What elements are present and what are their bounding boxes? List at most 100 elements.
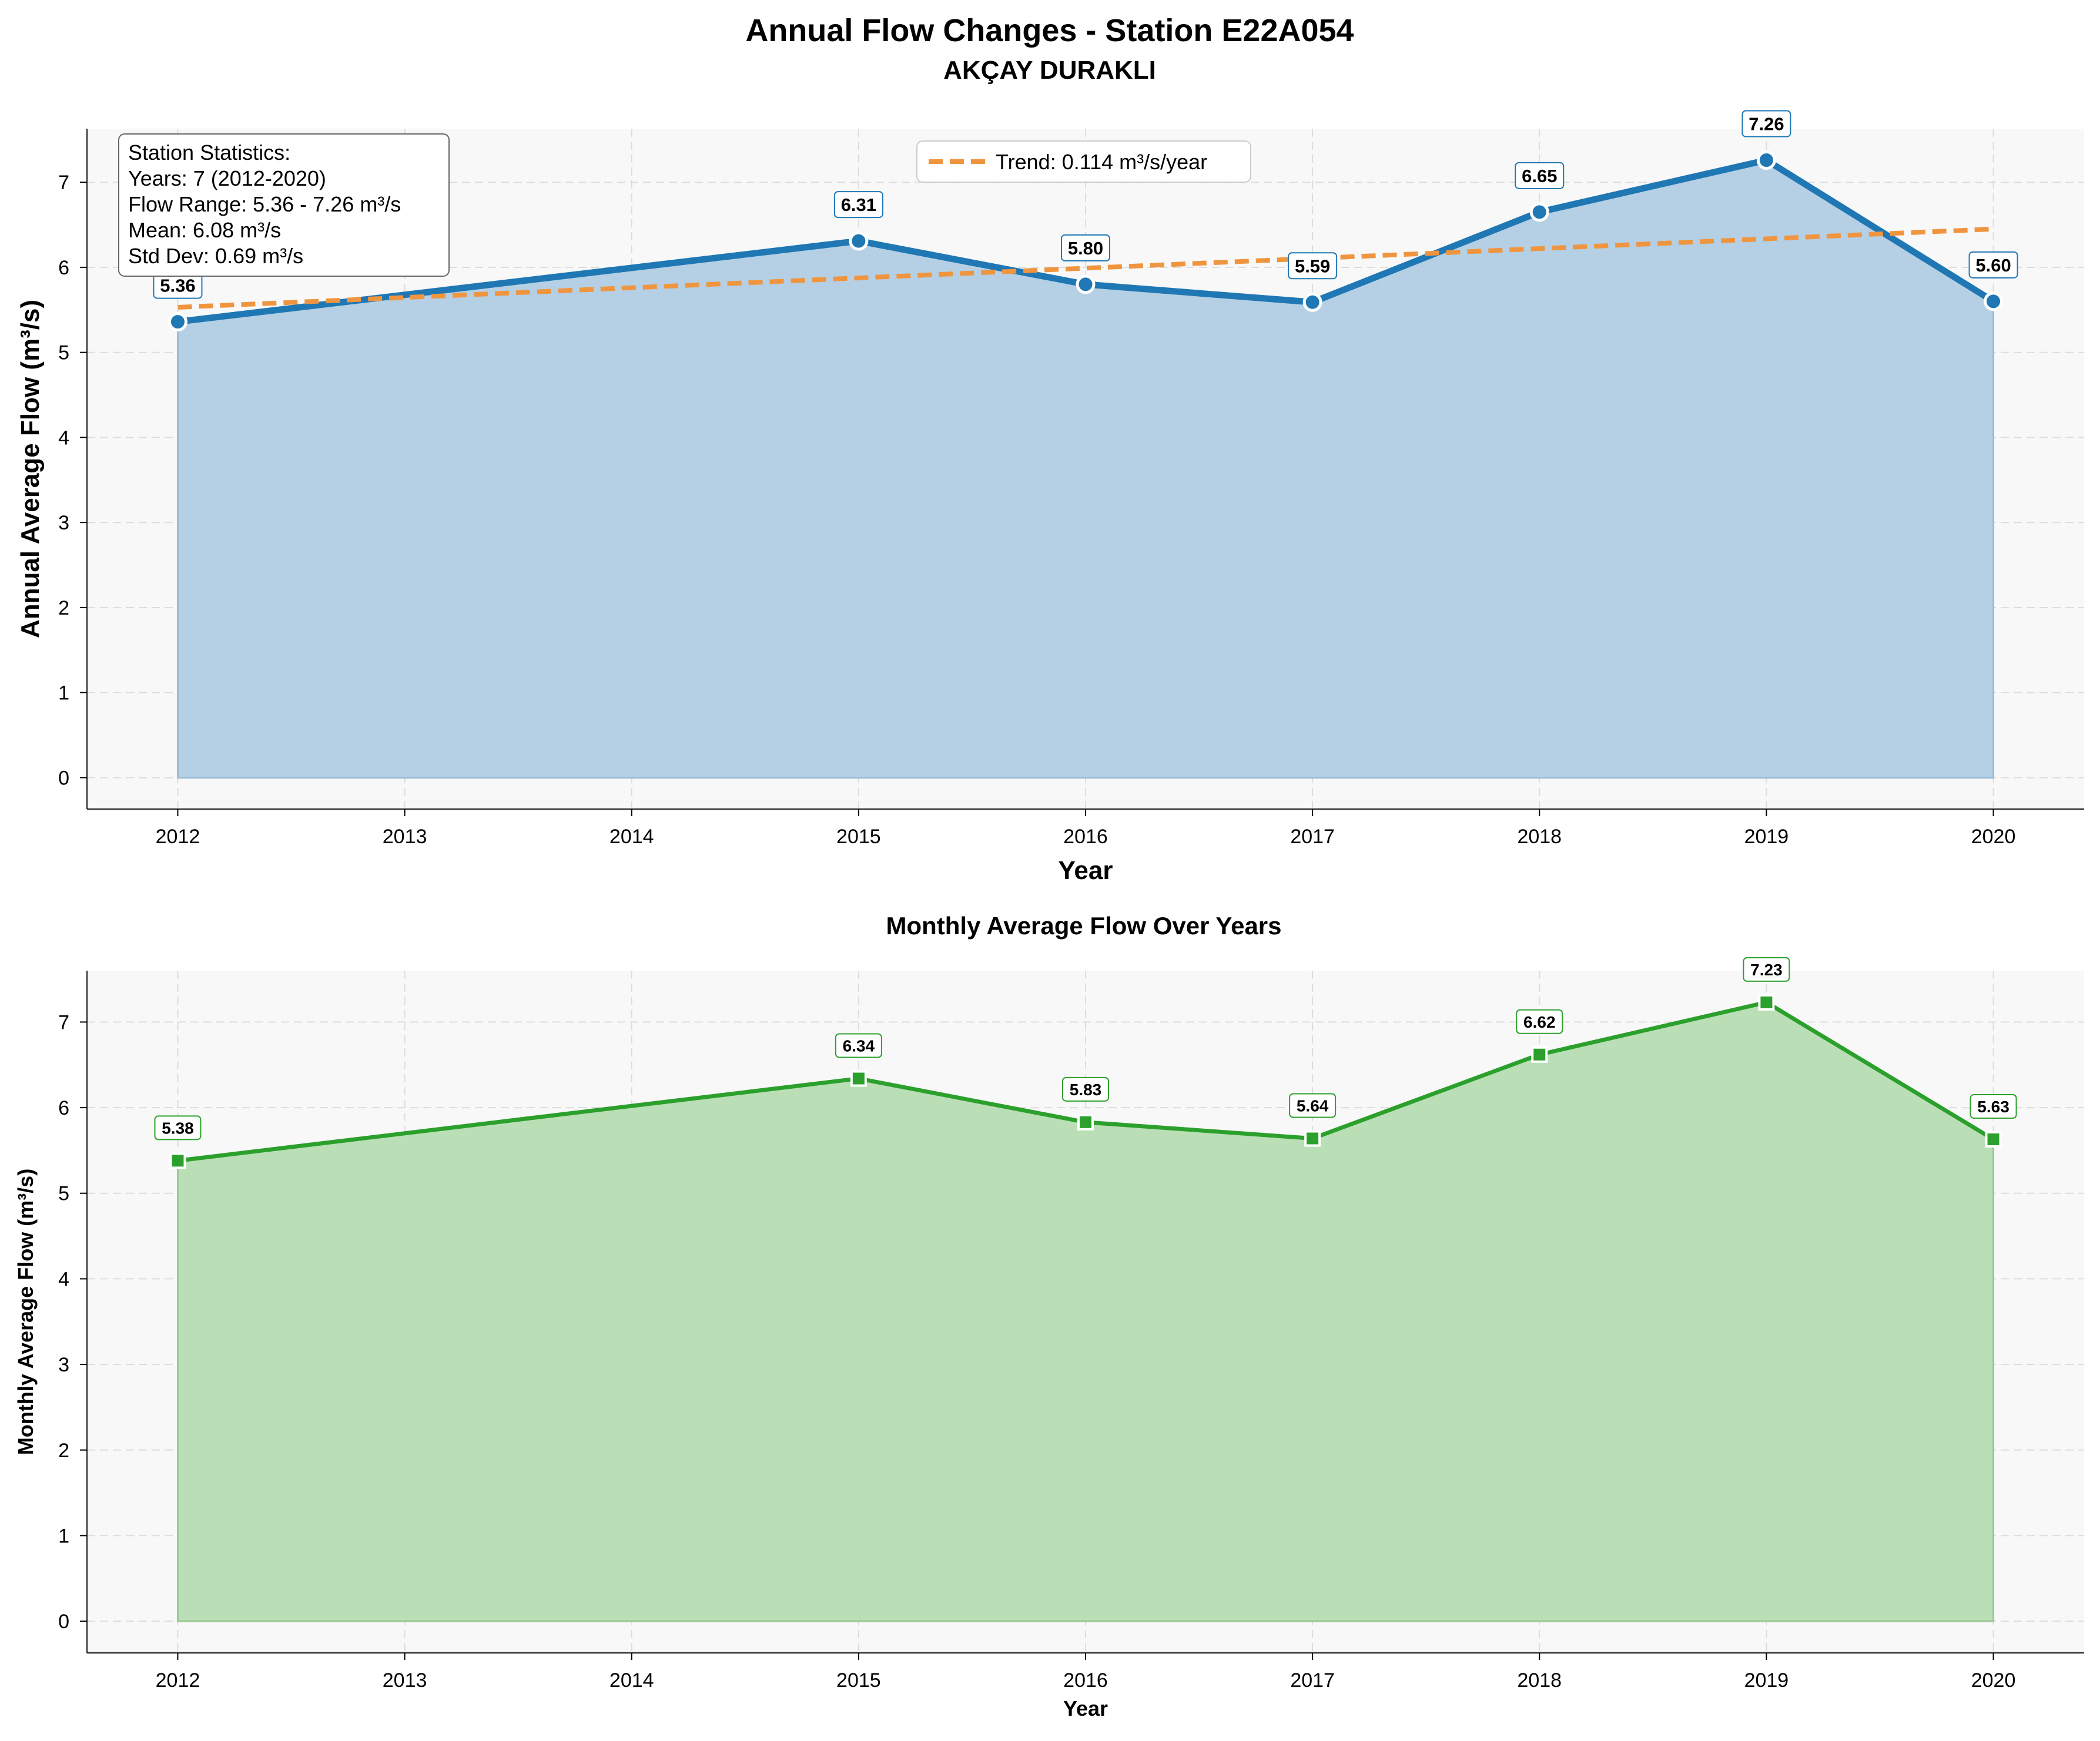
x-tick-label: 2016 xyxy=(1063,1669,1108,1692)
annual-y-axis-label: Annual Average Flow (m³/s) xyxy=(16,300,45,638)
data-label-box xyxy=(833,191,883,219)
data-label-box xyxy=(1061,234,1110,261)
y-tick-label: 5 xyxy=(58,1183,69,1205)
data-label-box xyxy=(154,1115,202,1140)
annual-x-ticks: 2012 2013 2014 2015 2016 2017 2018 2019 2020 xyxy=(156,809,2016,848)
y-tick-label: 7 xyxy=(58,172,69,194)
data-label-box xyxy=(1970,1093,2017,1119)
data-label: 7.23 xyxy=(1750,961,1783,979)
x-tick-label: 2012 xyxy=(156,826,200,848)
monthly-y-ticks: 0 1 2 3 4 5 6 7 xyxy=(58,1011,87,1633)
statistics-heading: Station Statistics: xyxy=(128,140,290,165)
data-label: 5.59 xyxy=(1295,256,1330,276)
monthly-points xyxy=(169,994,2002,1169)
x-tick-label: 2020 xyxy=(1971,826,2016,848)
legend: Trend: 0.114 m³/s/year xyxy=(916,140,1251,183)
y-tick-label: 2 xyxy=(58,1440,69,1462)
figure-title: Annual Flow Changes - Station E22A054 xyxy=(745,13,1354,48)
data-point xyxy=(168,312,187,332)
x-tick-label: 2017 xyxy=(1290,826,1335,848)
data-point xyxy=(1984,291,2004,311)
annual-points xyxy=(168,150,2004,332)
monthly-flow-chart: Monthly Average Flow Over Years 5.38 6.34… xyxy=(14,912,2084,1720)
statistics-box-frame xyxy=(118,133,450,277)
data-label: 7.26 xyxy=(1749,114,1784,135)
x-tick-label: 2016 xyxy=(1063,826,1108,848)
y-tick-label: 0 xyxy=(58,1611,69,1633)
data-point xyxy=(1529,202,1549,222)
data-point xyxy=(1077,1113,1094,1131)
monthly-data-labels: 5.38 6.34 5.83 5.64 6.62 7.23 5.63 xyxy=(154,957,2017,1140)
x-tick-label: 2018 xyxy=(1517,1669,1562,1692)
data-point xyxy=(1758,994,1775,1011)
data-label: 5.64 xyxy=(1297,1097,1329,1115)
x-tick-label: 2018 xyxy=(1517,826,1562,848)
annual-data-labels: 5.36 6.31 5.80 5.59 6.65 7.26 5.60 xyxy=(153,110,2018,299)
data-label-box xyxy=(1741,110,1791,137)
data-label-box xyxy=(1289,1093,1337,1118)
statistics-years: Years: 7 (2012-2020) xyxy=(128,166,326,190)
y-tick-label: 7 xyxy=(58,1011,69,1034)
data-point xyxy=(1985,1131,2002,1148)
data-label: 6.62 xyxy=(1523,1013,1556,1031)
y-tick-label: 3 xyxy=(58,1354,69,1376)
x-tick-label: 2015 xyxy=(836,1669,881,1692)
data-label-box xyxy=(1062,1076,1109,1102)
data-label: 5.38 xyxy=(162,1119,194,1137)
monthly-y-axis-label: Monthly Average Flow (m³/s) xyxy=(14,1169,38,1455)
statistics-flow-range: Flow Range: 5.36 - 7.26 m³/s xyxy=(128,192,401,216)
annual-flow-chart: 5.366.315.805.596.657.265.60 2012 2013 201… xyxy=(16,110,2084,885)
y-tick-label: 6 xyxy=(58,1097,69,1119)
annual-x-axis-label: Year xyxy=(1059,856,1113,885)
data-label: 6.34 xyxy=(843,1037,875,1055)
data-label-box xyxy=(1515,162,1565,189)
y-tick-label: 5 xyxy=(58,342,69,364)
x-tick-label: 2014 xyxy=(609,826,654,848)
data-point xyxy=(1076,274,1096,294)
data-point xyxy=(1302,292,1322,312)
data-label: 5.63 xyxy=(1977,1098,2009,1116)
legend-trend-label: Trend: 0.114 m³/s/year xyxy=(996,150,1207,174)
statistics-mean: Mean: 6.08 m³/s xyxy=(128,218,281,242)
y-tick-label: 1 xyxy=(58,682,69,705)
x-tick-label: 2013 xyxy=(383,826,427,848)
data-label: 6.31 xyxy=(841,194,876,215)
data-label-box xyxy=(1516,1009,1563,1034)
y-tick-label: 2 xyxy=(58,597,69,619)
data-label: 5.80 xyxy=(1068,238,1103,259)
station-statistics-box: Station Statistics: Years: 7 (2012-2020)… xyxy=(118,133,450,277)
x-tick-label: 2019 xyxy=(1744,826,1789,848)
data-point xyxy=(1756,150,1776,170)
y-tick-label: 0 xyxy=(58,767,69,789)
x-tick-label: 2019 xyxy=(1744,1669,1789,1692)
x-tick-label: 2012 xyxy=(156,1669,200,1692)
x-tick-label: 2013 xyxy=(383,1669,427,1692)
trend-line xyxy=(177,226,1994,310)
data-label: 5.60 xyxy=(1975,255,2011,276)
y-tick-label: 6 xyxy=(58,257,69,279)
data-label-box xyxy=(835,1033,882,1058)
data-point xyxy=(849,231,869,251)
data-point xyxy=(169,1152,186,1169)
statistics-std-dev: Std Dev: 0.69 m³/s xyxy=(128,244,303,268)
monthly-chart-title: Monthly Average Flow Over Years xyxy=(886,912,1281,940)
x-tick-label: 2017 xyxy=(1290,1669,1335,1692)
y-tick-label: 4 xyxy=(58,1268,69,1290)
y-tick-label: 4 xyxy=(58,427,69,449)
data-label: 5.83 xyxy=(1070,1081,1102,1099)
x-tick-label: 2015 xyxy=(836,826,881,848)
y-tick-label: 1 xyxy=(58,1525,69,1547)
data-point xyxy=(850,1070,867,1087)
data-label: 6.65 xyxy=(1522,166,1557,186)
data-label: 5.36 xyxy=(160,276,195,296)
annual-y-ticks: 0 1 2 3 4 5 6 7 xyxy=(58,172,87,789)
x-tick-label: 2014 xyxy=(609,1669,654,1692)
data-point xyxy=(1304,1130,1321,1147)
data-label-box xyxy=(1968,251,2018,279)
data-label-box xyxy=(1288,252,1338,280)
legend-frame xyxy=(916,140,1251,183)
x-tick-label: 2020 xyxy=(1971,1669,2016,1692)
data-point xyxy=(1531,1046,1548,1063)
figure-subtitle: AKÇAY DURAKLI xyxy=(943,56,1156,85)
